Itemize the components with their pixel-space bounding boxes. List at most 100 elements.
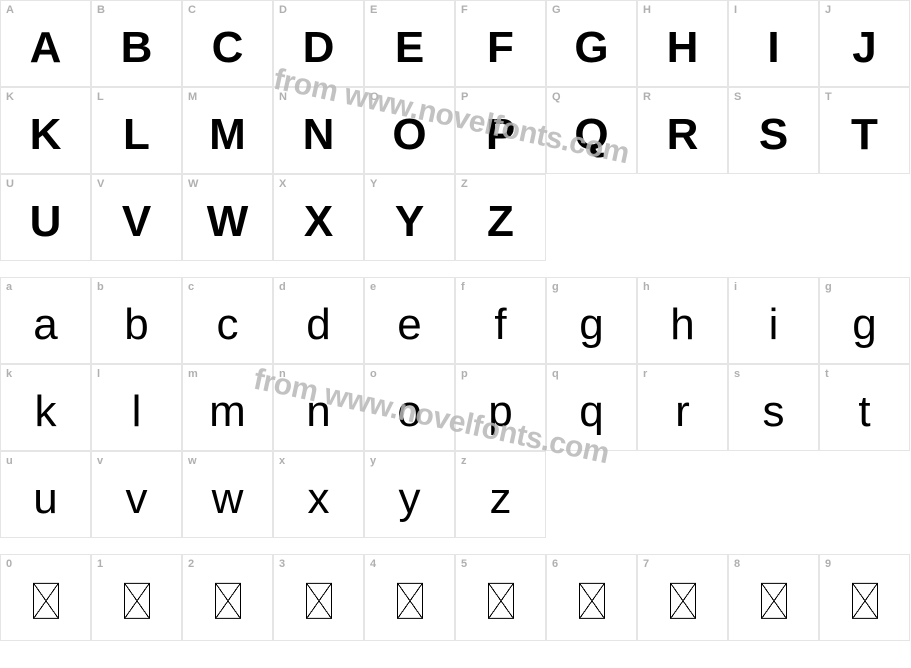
glyph-cell-label: g [552,281,559,293]
glyph-cell-glyph: O [392,110,426,160]
glyph-cell: oo [364,364,455,451]
glyph-row: aabbccddeeffgghhiigg [0,277,911,364]
glyph-cell-label: H [643,4,651,16]
glyph-cell-glyph [215,582,241,618]
glyph-cell-glyph [397,582,423,618]
glyph-cell: LL [91,87,182,174]
glyph-cell: nn [273,364,364,451]
glyph-cell: MM [182,87,273,174]
glyph-cell-label: Y [370,178,377,190]
glyph-cell-label: o [370,368,377,380]
glyph-cell: EE [364,0,455,87]
glyph-cell: 7 [637,554,728,641]
glyph-block: AABBCCDDEEFFGGHHIIJJKKLLMMNNOOPPQQRRSSTT… [0,0,911,261]
glyph-cell: BB [91,0,182,87]
glyph-cell-label: p [461,368,468,380]
missing-glyph-box [306,582,332,618]
glyph-row: KKLLMMNNOOPPQQRRSSTT [0,87,911,174]
glyph-cell: yy [364,451,455,538]
glyph-cell: 5 [455,554,546,641]
glyph-cell-glyph: F [487,23,514,73]
glyph-cell-glyph [306,582,332,618]
glyph-cell-label: Q [552,91,561,103]
glyph-cell-label: E [370,4,377,16]
glyph-cell-glyph [852,582,878,618]
glyph-cell: tt [819,364,910,451]
glyph-cell-label: x [279,455,285,467]
glyph-cell-label: R [643,91,651,103]
glyph-cell-glyph: d [306,300,330,350]
glyph-cell-label: L [97,91,104,103]
glyph-cell: PP [455,87,546,174]
glyph-cell-label: 6 [552,558,558,570]
missing-glyph-box [124,582,150,618]
glyph-cell-glyph: m [209,387,246,437]
glyph-cell: TT [819,87,910,174]
glyph-cell: dd [273,277,364,364]
glyph-cell-label: e [370,281,376,293]
glyph-cell: pp [455,364,546,451]
glyph-cell-label: c [188,281,194,293]
glyph-cell: RR [637,87,728,174]
glyph-cell-glyph: r [675,387,690,437]
glyph-cell-glyph: Y [395,197,424,247]
glyph-cell: ZZ [455,174,546,261]
glyph-cell-label: w [188,455,197,467]
glyph-cell-label: k [6,368,12,380]
glyph-cell: ff [455,277,546,364]
glyph-cell-glyph: R [667,110,699,160]
glyph-cell: ss [728,364,819,451]
glyph-cell-glyph: w [212,474,244,524]
glyph-cell-label: Z [461,178,468,190]
glyph-cell: QQ [546,87,637,174]
font-character-map: AABBCCDDEEFFGGHHIIJJKKLLMMNNOOPPQQRRSSTT… [0,0,911,641]
glyph-cell-label: u [6,455,13,467]
glyph-cell-label: N [279,91,287,103]
glyph-cell-label: n [279,368,286,380]
missing-glyph-box [852,582,878,618]
glyph-cell: AA [0,0,91,87]
glyph-row: 0123456789 [0,554,911,641]
glyph-cell-label: A [6,4,14,16]
glyph-cell-glyph: G [574,23,608,73]
glyph-cell-glyph: v [126,474,148,524]
glyph-cell-label: M [188,91,197,103]
glyph-cell: VV [91,174,182,261]
glyph-cell: 4 [364,554,455,641]
glyph-row: kkllmmnnooppqqrrsstt [0,364,911,451]
glyph-cell-label: d [279,281,286,293]
glyph-cell-label: I [734,4,737,16]
glyph-cell-label: 3 [279,558,285,570]
glyph-cell-glyph: X [304,197,333,247]
glyph-cell: ww [182,451,273,538]
glyph-cell-label: J [825,4,831,16]
glyph-cell-label: 2 [188,558,194,570]
glyph-row: AABBCCDDEEFFGGHHIIJJ [0,0,911,87]
glyph-cell-label: f [461,281,465,293]
glyph-cell: 2 [182,554,273,641]
glyph-cell-glyph: N [303,110,335,160]
glyph-cell-glyph: y [399,474,421,524]
glyph-cell-label: P [461,91,468,103]
glyph-cell-label: 1 [97,558,103,570]
glyph-cell: hh [637,277,728,364]
glyph-cell-glyph: i [769,300,779,350]
glyph-cell-label: D [279,4,287,16]
glyph-cell-glyph: I [767,23,779,73]
glyph-cell-label: T [825,91,832,103]
glyph-cell-label: B [97,4,105,16]
glyph-cell-glyph: Z [487,197,514,247]
glyph-cell-label: C [188,4,196,16]
glyph-cell-glyph: Q [574,110,608,160]
glyph-cell: JJ [819,0,910,87]
glyph-cell-glyph: u [33,474,57,524]
glyph-cell-label: K [6,91,14,103]
glyph-cell: 0 [0,554,91,641]
glyph-cell: UU [0,174,91,261]
glyph-cell-glyph: D [303,23,335,73]
glyph-cell: bb [91,277,182,364]
glyph-cell: KK [0,87,91,174]
glyph-cell: WW [182,174,273,261]
glyph-cell-glyph: H [667,23,699,73]
glyph-cell: II [728,0,819,87]
